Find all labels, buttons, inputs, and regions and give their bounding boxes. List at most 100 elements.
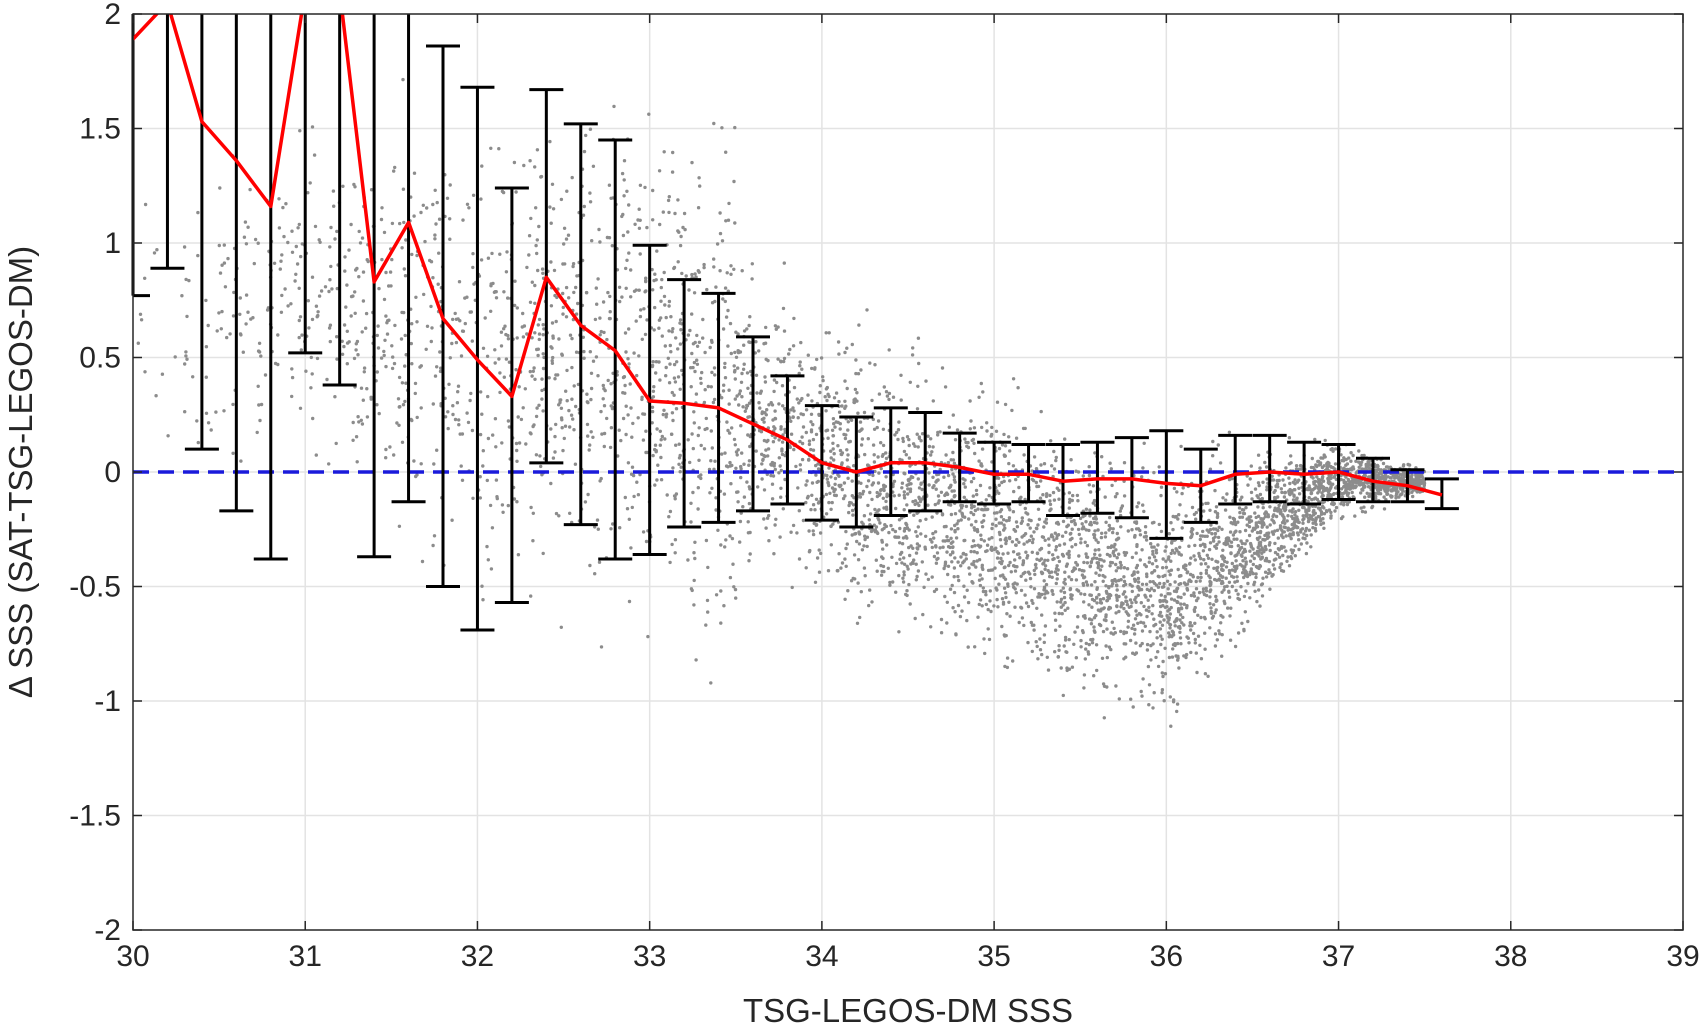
scatter-point	[1290, 537, 1293, 540]
scatter-point	[1362, 454, 1365, 457]
scatter-point	[917, 362, 920, 365]
scatter-point	[1102, 682, 1105, 685]
scatter-point	[1026, 554, 1029, 557]
scatter-point	[639, 219, 642, 222]
scatter-point	[953, 478, 956, 481]
scatter-point	[404, 238, 407, 241]
scatter-point	[551, 356, 554, 359]
scatter-point	[644, 280, 647, 283]
scatter-point	[425, 348, 428, 351]
scatter-point	[471, 429, 474, 432]
scatter-point	[633, 290, 636, 293]
scatter-point	[1229, 530, 1232, 533]
scatter-point	[1167, 587, 1170, 590]
scatter-point	[246, 311, 249, 314]
scatter-point	[1021, 516, 1024, 519]
scatter-point	[161, 373, 164, 376]
scatter-point	[1170, 541, 1173, 544]
scatter-point	[700, 444, 703, 447]
scatter-point	[917, 337, 920, 340]
scatter-point	[598, 240, 601, 243]
scatter-point	[673, 363, 676, 366]
scatter-point	[608, 184, 611, 187]
scatter-point	[1182, 623, 1185, 626]
scatter-point	[748, 487, 751, 490]
scatter-point	[489, 147, 492, 150]
scatter-point	[827, 501, 830, 504]
scatter-point	[1031, 478, 1034, 481]
scatter-point	[1070, 537, 1073, 540]
scatter-point	[1119, 525, 1122, 528]
scatter-point	[342, 345, 345, 348]
scatter-point	[627, 251, 630, 254]
scatter-point	[1085, 555, 1088, 558]
scatter-point	[294, 273, 297, 276]
scatter-point	[728, 431, 731, 434]
scatter-point	[525, 266, 528, 269]
scatter-point	[1234, 645, 1237, 648]
scatter-point	[1070, 545, 1073, 548]
scatter-point	[970, 562, 973, 565]
scatter-point	[286, 241, 289, 244]
scatter-point	[382, 350, 385, 353]
scatter-point	[1152, 471, 1155, 474]
scatter-point	[656, 464, 659, 467]
scatter-point	[533, 284, 536, 287]
scatter-point	[1342, 456, 1345, 459]
scatter-point	[320, 289, 323, 292]
scatter-point	[687, 288, 690, 291]
scatter-point	[1022, 453, 1025, 456]
scatter-point	[843, 598, 846, 601]
scatter-point	[1117, 553, 1120, 556]
scatter-point	[1152, 521, 1155, 524]
scatter-point	[1141, 583, 1144, 586]
scatter-point	[1217, 443, 1220, 446]
scatter-point	[1277, 547, 1280, 550]
scatter-point	[976, 616, 979, 619]
scatter-point	[1258, 604, 1261, 607]
scatter-point	[1098, 609, 1101, 612]
scatter-point	[595, 286, 598, 289]
scatter-point	[627, 461, 630, 464]
scatter-point	[1059, 589, 1062, 592]
scatter-point	[1057, 533, 1060, 536]
scatter-point	[883, 385, 886, 388]
scatter-point	[664, 344, 667, 347]
scatter-point	[916, 535, 919, 538]
scatter-point	[1211, 454, 1214, 457]
scatter-point	[1092, 484, 1095, 487]
scatter-point	[487, 558, 490, 561]
scatter-point	[565, 286, 568, 289]
scatter-point	[1249, 570, 1252, 573]
scatter-point	[532, 366, 535, 369]
scatter-point	[979, 484, 982, 487]
scatter-point	[730, 426, 733, 429]
scatter-point	[553, 435, 556, 438]
scatter-point	[832, 447, 835, 450]
scatter-point	[999, 557, 1002, 560]
scatter-point	[431, 203, 434, 206]
scatter-point	[1181, 526, 1184, 529]
scatter-point	[457, 423, 460, 426]
scatter-point	[667, 211, 670, 214]
scatter-point	[1039, 648, 1042, 651]
scatter-point	[582, 357, 585, 360]
scatter-point	[536, 238, 539, 241]
scatter-point	[314, 225, 317, 228]
scatter-point	[214, 410, 217, 413]
scatter-point	[1210, 532, 1213, 535]
scatter-point	[222, 409, 225, 412]
scatter-point	[383, 354, 386, 357]
scatter-point	[1060, 666, 1063, 669]
scatter-point	[1359, 491, 1362, 494]
scatter-point	[1382, 495, 1385, 498]
scatter-point	[991, 523, 994, 526]
scatter-point	[739, 520, 742, 523]
scatter-point	[562, 306, 565, 309]
scatter-point	[1249, 515, 1252, 518]
scatter-point	[783, 261, 786, 264]
scatter-point	[1253, 590, 1256, 593]
scatter-point	[618, 300, 621, 303]
scatter-point	[644, 430, 647, 433]
scatter-point	[1161, 688, 1164, 691]
